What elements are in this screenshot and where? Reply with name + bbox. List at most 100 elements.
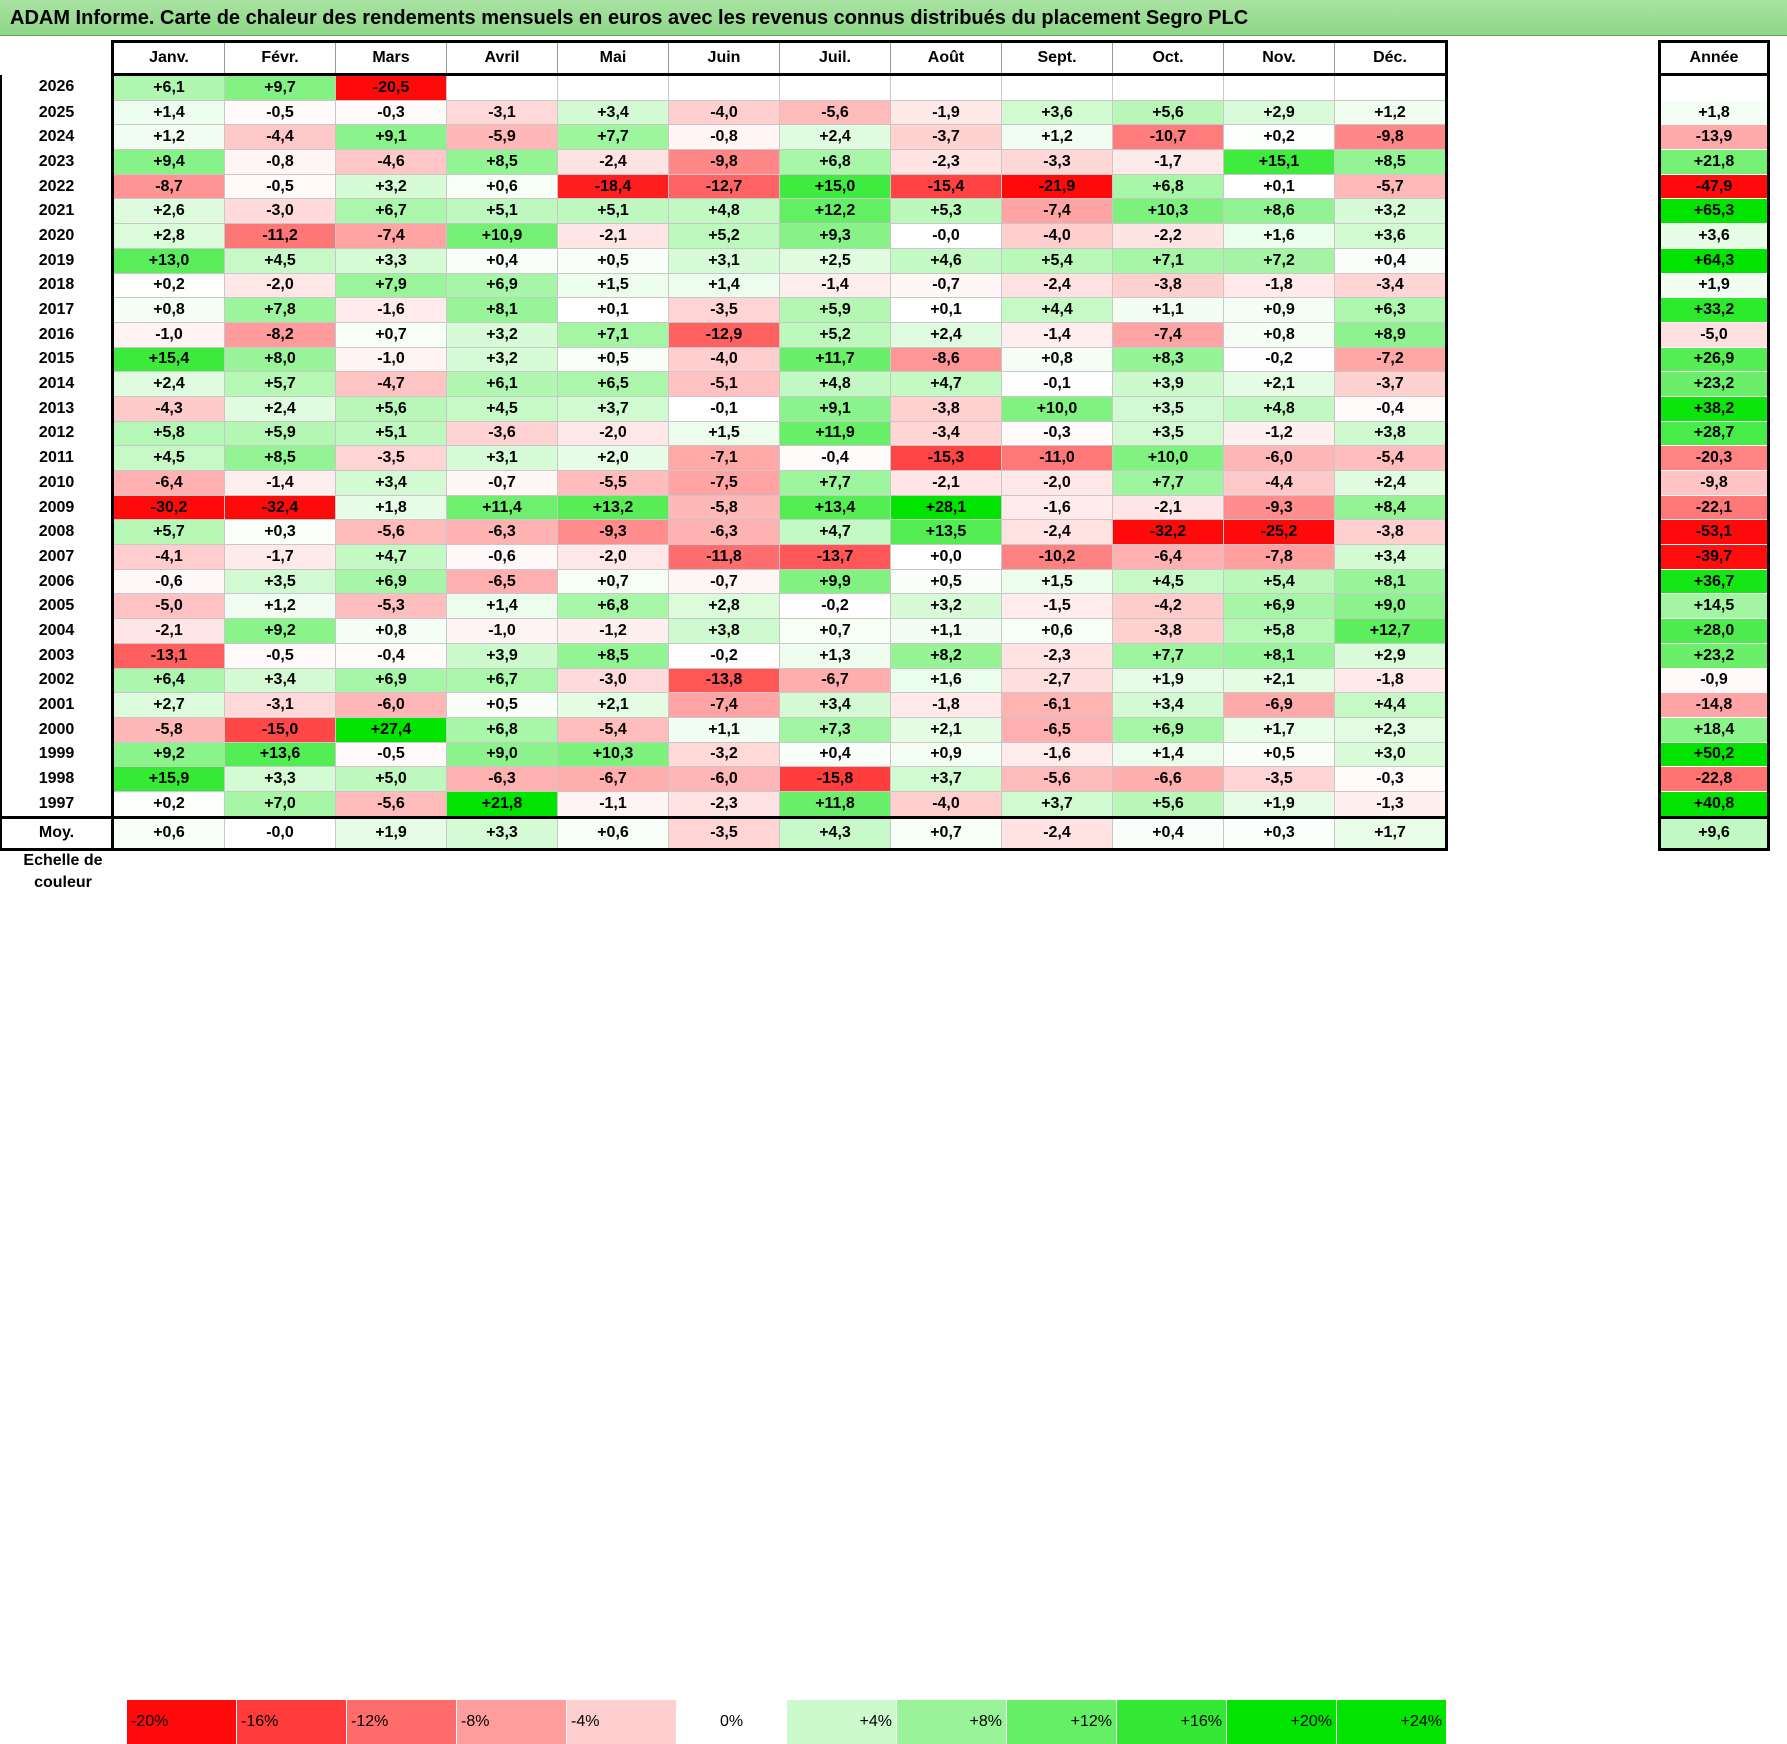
year-label: 2019 <box>0 248 114 273</box>
heatmap-cell: -5,6 <box>1001 766 1113 792</box>
year-row: 2004 -2,1 +9,2 +0,8 -1,0 -1,2 +3,8 +0,7 +1,1 +0,6… <box>0 618 1448 644</box>
year-row: 2021 +2,6 -3,0 +6,7 +5,1 +5,1 +4,8 +12,2 +5,3 -7,… <box>0 198 1448 225</box>
heatmap-cell: -1,2 <box>1223 420 1335 447</box>
heatmap-cell: +9,0 <box>446 741 558 768</box>
heatmap-cell: -1,2 <box>557 618 669 644</box>
heatmap-cell: +1,8 <box>335 494 447 521</box>
annual-row: -53,1 <box>1658 519 1770 546</box>
year-label: 2000 <box>0 717 114 743</box>
heatmap-cell: +3,2 <box>446 321 558 348</box>
heatmap-cell: +3,2 <box>890 593 1002 620</box>
year-row: 2016 -1,0 -8,2 +0,7 +3,2 +7,1 -12,9 +5,2 +2,4 -1,… <box>0 321 1448 348</box>
heatmap-cell: -1,5 <box>1001 593 1113 620</box>
heatmap-cell: +7,0 <box>224 790 336 819</box>
heatmap-cell: +5,0 <box>335 766 447 792</box>
year-label: 2015 <box>0 347 114 372</box>
heatmap-cell: -0,4 <box>1334 395 1448 422</box>
heatmap-cell: +2,4 <box>779 124 891 151</box>
heatmap-cell: +8,3 <box>1112 346 1224 373</box>
heatmap-cell: -8,2 <box>224 321 336 348</box>
heatmap-cell: +7,7 <box>1112 642 1224 669</box>
annual-row: +3,6 <box>1658 223 1770 249</box>
heatmap-cell: -3,4 <box>1334 272 1448 299</box>
heatmap-cell: -8,7 <box>112 173 225 200</box>
year-row: 2013 -4,3 +2,4 +5,6 +4,5 +3,7 -0,1 +9,1 -3,8 +10,… <box>0 395 1448 422</box>
heatmap-cell: +6,8 <box>557 593 669 620</box>
heatmap-cell: +3,4 <box>224 667 336 694</box>
heatmap-cell: +3,0 <box>1334 741 1448 768</box>
average-row: Moy. +0,6 -0,0 +1,9 +3,3 +0,6 -3,5 +4,3 +0,7 -2,4… <box>0 817 1448 851</box>
annual-cell: +64,3 <box>1658 247 1770 274</box>
heatmap-cell: -2,0 <box>557 420 669 447</box>
annual-row: -22,1 <box>1658 494 1770 521</box>
heatmap-cell: +28,1 <box>890 494 1002 521</box>
annual-cell: +28,7 <box>1658 420 1770 447</box>
year-label: 2014 <box>0 371 114 397</box>
heatmap-cell: -3,7 <box>890 124 1002 151</box>
month-header: Avril <box>446 40 558 76</box>
heatmap-cell: -0,3 <box>335 99 447 126</box>
heatmap-cell: +4,5 <box>224 247 336 274</box>
year-label: 2004 <box>0 618 114 644</box>
heatmap-cell: -5,4 <box>1334 445 1448 471</box>
heatmap-cell: -7,4 <box>668 692 780 718</box>
month-header: Juin <box>668 40 780 76</box>
heatmap-cell: -0,7 <box>446 470 558 496</box>
heatmap-cell: -1,6 <box>1001 741 1113 768</box>
annual-cell: +65,3 <box>1658 198 1770 225</box>
heatmap-cell: +4,5 <box>1112 568 1224 595</box>
year-label: 2009 <box>0 495 114 520</box>
heatmap-cell: -2,1 <box>557 223 669 249</box>
year-label: 2020 <box>0 223 114 249</box>
annual-row: +33,2 <box>1658 297 1770 323</box>
heatmap-cell: -3,4 <box>890 420 1002 447</box>
annual-cell: -22,8 <box>1658 766 1770 792</box>
heatmap-cell: +0,6 <box>112 817 225 851</box>
month-header: Janv. <box>111 40 225 76</box>
heatmap-cell: -4,6 <box>335 149 447 175</box>
heatmap-cell: -5,3 <box>335 593 447 620</box>
heatmap-cell: -9,3 <box>1223 494 1335 521</box>
heatmap-cell: -3,0 <box>224 198 336 225</box>
year-label: 2023 <box>0 149 114 175</box>
annual-cell: +40,8 <box>1658 790 1770 819</box>
heatmap-cell: +0,1 <box>890 297 1002 323</box>
heatmap-cell: +3,9 <box>446 642 558 669</box>
heatmap-cell: +0,8 <box>1001 346 1113 373</box>
heatmap-cell: -2,7 <box>1001 667 1113 694</box>
heatmap-cell: +2,1 <box>1223 667 1335 694</box>
heatmap-cell: +1,1 <box>1112 297 1224 323</box>
heatmap-cell: -0,6 <box>446 544 558 570</box>
heatmap-cell: +3,4 <box>557 99 669 126</box>
month-header: Févr. <box>224 40 336 76</box>
heatmap-cell: +0,7 <box>779 618 891 644</box>
heatmap-cell: +11,7 <box>779 346 891 373</box>
heatmap-cell: -0,5 <box>224 642 336 669</box>
year-label: 2025 <box>0 100 114 125</box>
heatmap-cell: +3,1 <box>668 247 780 274</box>
color-scale-stop: +4% <box>786 1700 896 1744</box>
heatmap-cell: +2,4 <box>224 395 336 422</box>
annual-cell: +50,2 <box>1658 741 1770 768</box>
heatmap-cell: -6,5 <box>1001 716 1113 743</box>
heatmap-cell: +15,9 <box>112 766 225 792</box>
annual-row: +65,3 <box>1658 198 1770 225</box>
heatmap-cell: +3,4 <box>1112 692 1224 718</box>
heatmap-cell: -3,3 <box>1001 149 1113 175</box>
heatmap-cell: -5,4 <box>557 716 669 743</box>
heatmap-cell: +3,3 <box>224 766 336 792</box>
year-label: 2016 <box>0 322 114 348</box>
heatmap-cell: +6,9 <box>335 568 447 595</box>
heatmap-cell: +2,5 <box>779 247 891 274</box>
annual-cell: +1,9 <box>1658 272 1770 299</box>
month-header: Mai <box>557 40 669 76</box>
heatmap-cell: -2,0 <box>1001 470 1113 496</box>
heatmap-cell: -32,4 <box>224 494 336 521</box>
heatmap-cell: +0,5 <box>557 247 669 274</box>
annual-cell: +28,0 <box>1658 618 1770 644</box>
heatmap-cell: +3,1 <box>446 445 558 471</box>
heatmap-cell: +2,6 <box>112 198 225 225</box>
heatmap-cell: +8,2 <box>890 642 1002 669</box>
heatmap-cell: +10,3 <box>557 741 669 768</box>
heatmap-cell: +1,9 <box>335 817 447 851</box>
